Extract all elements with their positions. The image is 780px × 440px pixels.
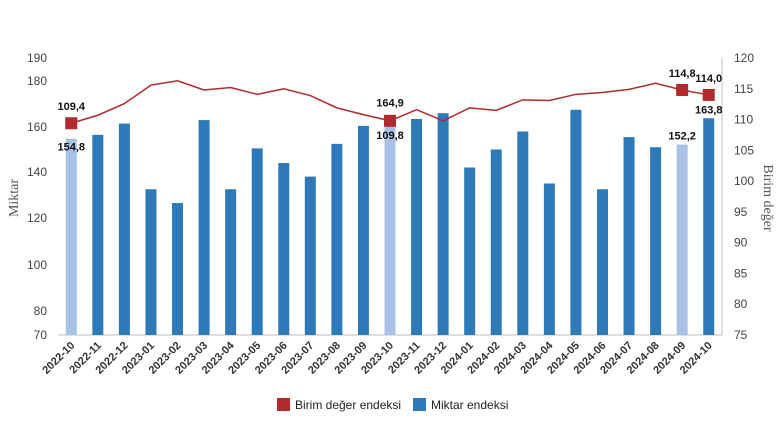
left-axis-tick-label: 120 <box>27 211 47 225</box>
bar-miktar-2023-02 <box>172 203 184 335</box>
left-axis-tick-label: 140 <box>27 165 47 179</box>
right-axis: 75 80 85 90 95 100 105 110 115 120 <box>58 51 754 342</box>
bar-miktar-2024-04 <box>543 183 555 335</box>
right-axis-title: Birim değer <box>760 164 775 232</box>
right-axis-tick-label: 115 <box>734 82 753 96</box>
bar-miktar-2023-10 <box>384 115 396 335</box>
data-label: 154,8 <box>58 142 86 154</box>
right-axis-tick-label: 105 <box>734 143 754 157</box>
line-series <box>65 80 715 130</box>
bar-miktar-2023-12 <box>437 113 449 335</box>
bar-miktar-2024-09 <box>676 144 688 335</box>
right-axis-tick-label: 120 <box>734 51 754 65</box>
bar-miktar-2023-06 <box>278 163 290 335</box>
marker-birim-deger-2023-10 <box>384 114 396 127</box>
data-label: 152,2 <box>668 131 696 143</box>
bar-miktar-2023-09 <box>357 125 369 335</box>
data-label: 109,8 <box>376 130 404 142</box>
legend: Birim değer endeksi Miktar endeksi <box>277 398 508 412</box>
legend-swatch-unit-value <box>277 398 290 411</box>
right-axis-tick-label: 80 <box>734 297 748 311</box>
right-axis-tick-label: 85 <box>734 266 748 280</box>
data-label: 163,8 <box>695 104 723 116</box>
marker-birim-deger-2024-09 <box>676 84 689 97</box>
bar-miktar-2023-04 <box>225 189 237 335</box>
left-axis-title: Miktar <box>7 179 22 217</box>
right-axis-tick-label: 90 <box>734 236 748 250</box>
right-axis-tick-label: 110 <box>734 113 753 127</box>
right-axis-tick-label: 95 <box>734 205 748 219</box>
data-label: 109,4 <box>58 101 86 113</box>
left-axis-tick-label: 100 <box>27 258 47 272</box>
legend-label-quantity: Miktar endeksi <box>431 398 508 412</box>
bar-miktar-2022-10 <box>65 138 77 335</box>
bar-series <box>65 109 715 335</box>
bar-miktar-2023-07 <box>304 176 316 335</box>
bar-miktar-2024-01 <box>464 167 476 335</box>
left-axis-tick-label: 190 <box>27 51 47 65</box>
data-label: 164,9 <box>376 98 404 110</box>
data-label: 114,0 <box>695 73 722 85</box>
x-axis-ticks: 2022-102022-112022-122023-012023-022023-… <box>40 339 714 377</box>
bar-miktar-2024-07 <box>623 137 635 335</box>
left-axis-tick-label: 180 <box>27 74 47 88</box>
legend-label-unit-value: Birim değer endeksi <box>295 398 401 412</box>
bar-miktar-2024-08 <box>650 147 662 335</box>
bar-miktar-2024-10 <box>703 118 715 335</box>
bar-miktar-2023-03 <box>198 120 210 335</box>
data-labels: 109,4 154,8 164,9 109,8 114,8 152,2 114,0 163,8 <box>58 68 723 154</box>
bar-miktar-2024-03 <box>517 131 529 335</box>
right-axis-tick-label: 75 <box>734 328 748 342</box>
left-axis-tick-label: 80 <box>34 304 48 318</box>
bar-miktar-2023-01 <box>145 189 157 335</box>
bar-miktar-2023-05 <box>251 148 263 335</box>
left-axis-tick-label: 160 <box>27 120 47 134</box>
bar-miktar-2024-05 <box>570 109 582 335</box>
bar-miktar-2024-06 <box>596 189 608 335</box>
marker-birim-deger-2022-10 <box>65 117 78 130</box>
marker-birim-deger-2024-10 <box>702 88 715 101</box>
bar-miktar-2022-12 <box>118 123 130 335</box>
data-label: 114,8 <box>669 68 696 80</box>
right-axis-tick-label: 100 <box>734 174 754 188</box>
bar-miktar-2024-02 <box>490 149 502 335</box>
bar-miktar-2022-11 <box>92 134 104 335</box>
left-axis: 70 80 100 120 140 160 180 190 <box>27 51 47 342</box>
bar-miktar-2023-11 <box>411 118 423 335</box>
legend-swatch-quantity <box>413 398 426 411</box>
left-axis-tick-label: 70 <box>34 328 48 342</box>
bar-miktar-2023-08 <box>331 143 343 335</box>
